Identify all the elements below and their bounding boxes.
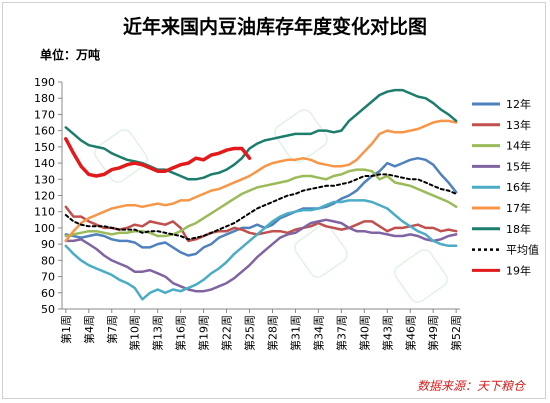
y-tick-label: 70 bbox=[41, 271, 55, 284]
series-line-16年 bbox=[64, 199, 458, 301]
data-source: 数据来源：天下粮仓 bbox=[416, 379, 525, 393]
y-tick-label: 140 bbox=[34, 157, 55, 170]
legend-label: 13年 bbox=[506, 118, 531, 132]
legend-label: 14年 bbox=[506, 139, 531, 153]
y-tick-label: 90 bbox=[41, 238, 55, 251]
y-tick-label: 130 bbox=[34, 173, 55, 186]
y-tick-label: 120 bbox=[34, 190, 55, 203]
legend-label: 16年 bbox=[506, 180, 531, 194]
x-tick-label: 第16周 bbox=[174, 315, 188, 351]
legend-label: 17年 bbox=[506, 201, 531, 215]
series-line-12年 bbox=[64, 156, 458, 257]
y-tick-label: 80 bbox=[41, 254, 55, 267]
x-tick-label: 第43周 bbox=[380, 315, 394, 351]
x-tick-label: 第19周 bbox=[197, 315, 211, 351]
series-line-18年 bbox=[64, 88, 458, 181]
y-tick-label: 180 bbox=[34, 92, 55, 105]
x-tick-label: 第7周 bbox=[105, 315, 119, 344]
legend-label: 12年 bbox=[506, 97, 531, 111]
unit-label: 单位：万吨 bbox=[40, 48, 101, 62]
x-tick-label: 第46周 bbox=[403, 315, 417, 351]
legend-label: 18年 bbox=[506, 222, 531, 236]
series-line-13年 bbox=[64, 205, 458, 243]
series-line-19年 bbox=[64, 137, 252, 178]
watermark-logo bbox=[394, 249, 448, 303]
x-tick-label: 第22周 bbox=[220, 315, 234, 351]
x-tick-label: 第52周 bbox=[449, 315, 463, 351]
y-tick-label: 170 bbox=[34, 108, 55, 121]
y-tick-label: 50 bbox=[41, 303, 55, 316]
x-tick-label: 第10周 bbox=[128, 315, 142, 351]
chart-title: 近年来国内豆油库存年度变化对比图 bbox=[122, 16, 427, 38]
x-tick-label: 第4周 bbox=[82, 315, 96, 344]
x-tick-label: 第25周 bbox=[243, 315, 257, 351]
legend-label: 平均值 bbox=[506, 244, 539, 257]
legend-label: 15年 bbox=[506, 159, 531, 173]
series-line-17年 bbox=[64, 119, 458, 243]
x-tick-label: 第40周 bbox=[357, 315, 371, 351]
x-tick-label: 第37周 bbox=[334, 315, 348, 351]
x-tick-label: 第31周 bbox=[288, 315, 302, 351]
y-tick-label: 160 bbox=[34, 125, 55, 138]
series-line-14年 bbox=[64, 168, 458, 238]
y-tick-label: 190 bbox=[34, 76, 55, 89]
watermark-logo bbox=[274, 109, 328, 163]
y-tick-label: 60 bbox=[41, 287, 55, 300]
x-tick-label: 第34周 bbox=[311, 315, 325, 351]
y-tick-label: 100 bbox=[34, 222, 55, 235]
x-tick-label: 第28周 bbox=[265, 315, 279, 351]
x-tick-label: 第49周 bbox=[426, 315, 440, 351]
series-line-平均值 bbox=[64, 173, 458, 241]
watermark-logo bbox=[294, 224, 348, 278]
series-line-15年 bbox=[64, 218, 458, 293]
legend-label: 19年 bbox=[506, 263, 531, 277]
y-tick-label: 150 bbox=[34, 141, 55, 154]
watermark-logo bbox=[94, 129, 148, 183]
x-tick-label: 第13周 bbox=[151, 315, 165, 351]
x-tick-label: 第1周 bbox=[59, 315, 73, 344]
y-tick-label: 110 bbox=[34, 206, 55, 219]
